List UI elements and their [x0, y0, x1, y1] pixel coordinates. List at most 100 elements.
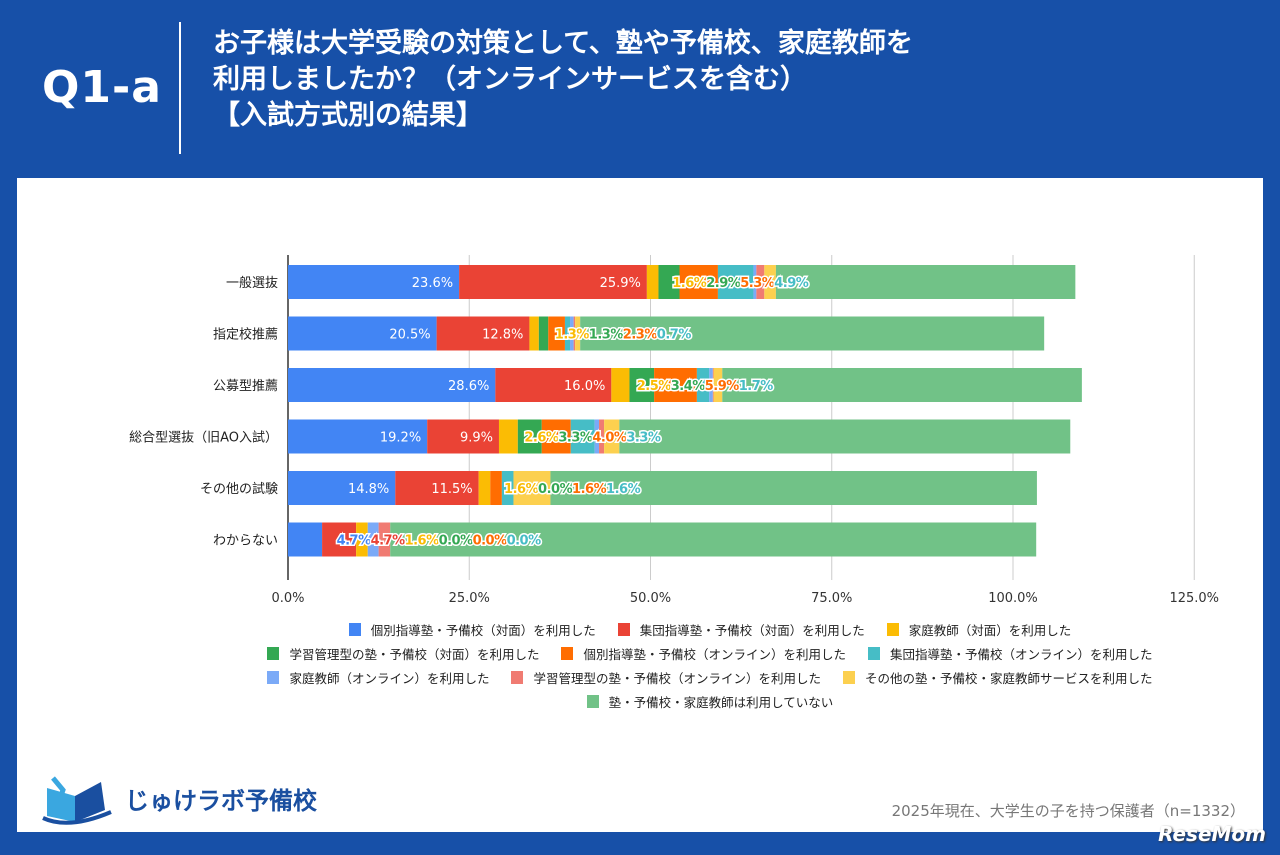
bar-segment	[764, 265, 776, 299]
legend-label: 個別指導塾・予備校（オンライン）を利用した	[583, 646, 846, 662]
bar-segment	[679, 265, 718, 299]
category-label: その他の試験	[200, 481, 278, 497]
legend-item: 学習管理型の塾・予備校（オンライン）を利用した	[511, 668, 821, 686]
data-label: 2.6%	[524, 431, 559, 446]
bar-segment	[548, 316, 565, 351]
bar-segment	[570, 316, 574, 351]
category-label: 指定校推薦	[213, 327, 278, 343]
bar-segment	[753, 265, 757, 299]
bar-segment	[538, 316, 549, 351]
bar-segment	[709, 368, 713, 402]
chart-panel: 0.0% 25.0% 50.0% 75.0% 100.0% 125.0% 一般選抜 23.6%…	[17, 178, 1263, 832]
bar-segment	[367, 522, 379, 557]
data-label: 1.6%	[572, 482, 607, 497]
watermark: ReseMom	[1158, 822, 1266, 846]
data-label: 2.9%	[706, 276, 741, 291]
bar-segment	[427, 419, 499, 454]
x-tick-label: 100.0%	[988, 591, 1038, 606]
title-line: 利用しましたか？（オンラインサービスを含む）	[213, 64, 807, 95]
bar-segment	[564, 316, 571, 351]
bar-segment	[611, 368, 630, 402]
data-label: 0.0%	[507, 534, 542, 549]
data-label: 4.7%	[337, 534, 372, 549]
bar-segment	[696, 368, 710, 402]
bar-segment	[459, 265, 647, 299]
brand-name: じゅけラボ予備校	[125, 786, 317, 815]
bar-segment	[580, 316, 1045, 351]
legend-label: 集団指導塾・予備校（対面）を利用した	[639, 622, 865, 638]
bar-segment	[712, 368, 714, 402]
legend-item: 家庭教師（対面）を利用した	[886, 620, 1072, 638]
data-label: 1.3%	[555, 328, 590, 343]
legend-swatch	[586, 694, 599, 708]
legend-swatch	[868, 646, 880, 660]
question-id: Q1-a	[42, 62, 162, 113]
bar-segment	[478, 471, 491, 505]
data-label: 1.6%	[606, 482, 641, 497]
data-label: 1.6%	[504, 482, 539, 497]
data-label: 12.8%	[482, 328, 523, 343]
bar-segment	[550, 471, 1037, 505]
bar-segment	[378, 522, 391, 557]
bar-segment	[513, 471, 551, 505]
data-label: 0.7%	[657, 328, 692, 343]
data-label: 19.2%	[380, 431, 421, 446]
data-label: 4.9%	[774, 276, 809, 291]
bar-segment	[501, 471, 514, 505]
legend-item: 個別指導塾・予備校（オンライン）を利用した	[561, 644, 846, 662]
legend: 個別指導塾・予備校（対面）を利用した 集団指導塾・予備校（対面）を利用した 家庭教師…	[195, 620, 1225, 710]
category-label: 総合型選抜（旧AO入試）	[129, 430, 278, 446]
category-label: わからない	[213, 534, 278, 549]
bar-segment	[288, 419, 428, 454]
legend-item: 塾・予備校・家庭教師は利用していない	[586, 692, 834, 710]
bar-segment	[529, 316, 539, 351]
bar-segment	[658, 265, 680, 299]
legend-label: その他の塾・予備校・家庭教師サービスを利用した	[865, 670, 1153, 686]
bar-segment	[436, 316, 530, 351]
bar-segment	[356, 522, 368, 557]
bar-segment	[322, 522, 357, 557]
stacked-bar-chart: 0.0% 25.0% 50.0% 75.0% 100.0% 125.0% 一般選抜 23.6%…	[129, 255, 1219, 606]
data-label: 28.6%	[448, 379, 489, 394]
bar-segment	[594, 419, 600, 454]
data-label: 0.0%	[473, 534, 508, 549]
bar-segment	[756, 265, 765, 299]
data-label: 16.0%	[564, 379, 605, 394]
data-label: 3.4%	[671, 379, 706, 394]
data-label: 1.6%	[405, 534, 440, 549]
data-label: 1.6%	[672, 276, 707, 291]
sample-note: 2025年現在、大学生の子を持つ保護者（n=1332）	[891, 802, 1245, 820]
category-label: 公募型推薦	[213, 379, 278, 394]
legend-label: 学習管理型の塾・予備校（オンライン）を利用した	[533, 670, 821, 686]
legend-swatch	[267, 670, 280, 684]
bar-segment	[288, 316, 437, 351]
legend-item: 個別指導塾・予備校（対面）を利用した	[348, 620, 596, 638]
bar-segment	[604, 419, 620, 454]
bar-segment	[654, 368, 697, 402]
bar-segment	[498, 419, 518, 454]
category-label: 一般選抜	[226, 275, 278, 291]
bar-segment	[573, 316, 576, 351]
legend-label: 家庭教師（対面）を利用した	[908, 622, 1072, 638]
bar-segment	[490, 471, 502, 505]
data-label: 2.5%	[637, 379, 672, 394]
data-label: 4.7%	[371, 534, 406, 549]
legend-swatch	[561, 646, 574, 660]
legend-item: 集団指導塾・予備校（対面）を利用した	[617, 620, 865, 638]
data-label: 4.0%	[592, 431, 627, 446]
data-label: 11.5%	[431, 482, 472, 497]
legend-swatch	[348, 622, 361, 636]
bar-segment	[288, 265, 460, 299]
x-tick-label: 0.0%	[271, 591, 304, 606]
header-divider	[179, 22, 181, 154]
data-label: 14.8%	[348, 482, 389, 497]
book-logo-icon	[42, 776, 112, 825]
bar-segment	[495, 368, 612, 402]
legend-label: 塾・予備校・家庭教師は利用していない	[608, 694, 834, 710]
data-label: 25.9%	[600, 276, 641, 291]
legend-item: 学習管理型の塾・予備校（対面）を利用した	[267, 644, 539, 662]
legend-swatch	[843, 670, 855, 684]
data-label: 3.3%	[626, 431, 661, 446]
bar-segment	[713, 368, 723, 402]
bar-segment	[288, 368, 496, 402]
